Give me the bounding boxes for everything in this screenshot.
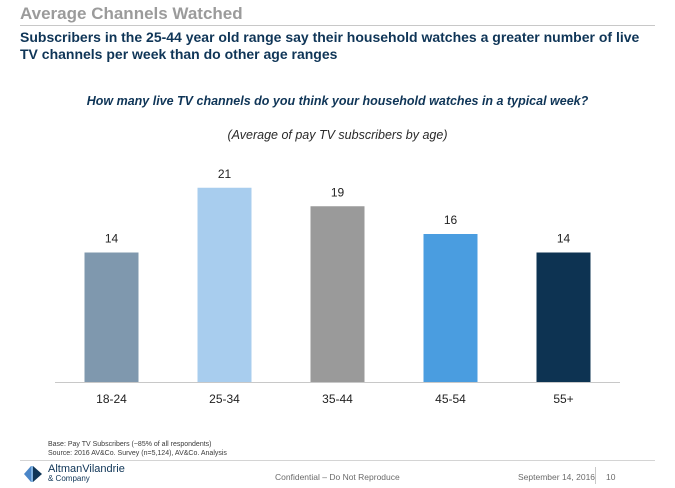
logo-mark-icon bbox=[24, 466, 42, 482]
category-label-35-44: 35-44 bbox=[322, 392, 353, 406]
logo-subtitle: & Company bbox=[48, 474, 90, 483]
company-logo: AltmanVilandrie & Company bbox=[22, 464, 125, 484]
title-divider bbox=[20, 25, 655, 26]
footnote-base: Base: Pay TV Subscribers (~85% of all re… bbox=[48, 441, 212, 448]
footnotes: Base: Pay TV Subscribers (~85% of all re… bbox=[48, 440, 227, 458]
bar-45-54 bbox=[423, 234, 478, 382]
category-label-55+: 55+ bbox=[553, 392, 573, 406]
bar-25-34 bbox=[197, 187, 252, 382]
value-label-35-44: 19 bbox=[331, 185, 345, 199]
page-number: 10 bbox=[606, 472, 616, 482]
chart-title: How many live TV channels do you think y… bbox=[86, 94, 589, 108]
bar-35-44 bbox=[310, 206, 365, 382]
value-label-18-24: 14 bbox=[105, 232, 119, 246]
page-title: Average Channels Watched bbox=[20, 4, 243, 23]
bar-18-24 bbox=[84, 252, 139, 382]
value-label-55+: 14 bbox=[557, 232, 571, 246]
footnote-source: Source: 2016 AV&Co. Survey (n=5,124), AV… bbox=[48, 450, 227, 457]
footer-divider bbox=[20, 460, 655, 461]
chart-subtitle: (Average of pay TV subscribers by age) bbox=[227, 128, 448, 142]
category-label-45-54: 45-54 bbox=[435, 392, 466, 406]
footer-date: September 14, 2016 bbox=[518, 472, 596, 482]
bar-55+ bbox=[536, 252, 591, 382]
logo-name: AltmanVilandrie bbox=[48, 463, 125, 475]
headline: Subscribers in the 25-44 year old range … bbox=[20, 29, 640, 62]
value-label-25-34: 21 bbox=[218, 167, 232, 181]
category-label-18-24: 18-24 bbox=[96, 392, 127, 406]
value-label-45-54: 16 bbox=[444, 213, 458, 227]
footer-separator bbox=[595, 467, 596, 484]
category-label-25-34: 25-34 bbox=[209, 392, 240, 406]
confidential-notice: Confidential – Do Not Reproduce bbox=[275, 472, 400, 482]
